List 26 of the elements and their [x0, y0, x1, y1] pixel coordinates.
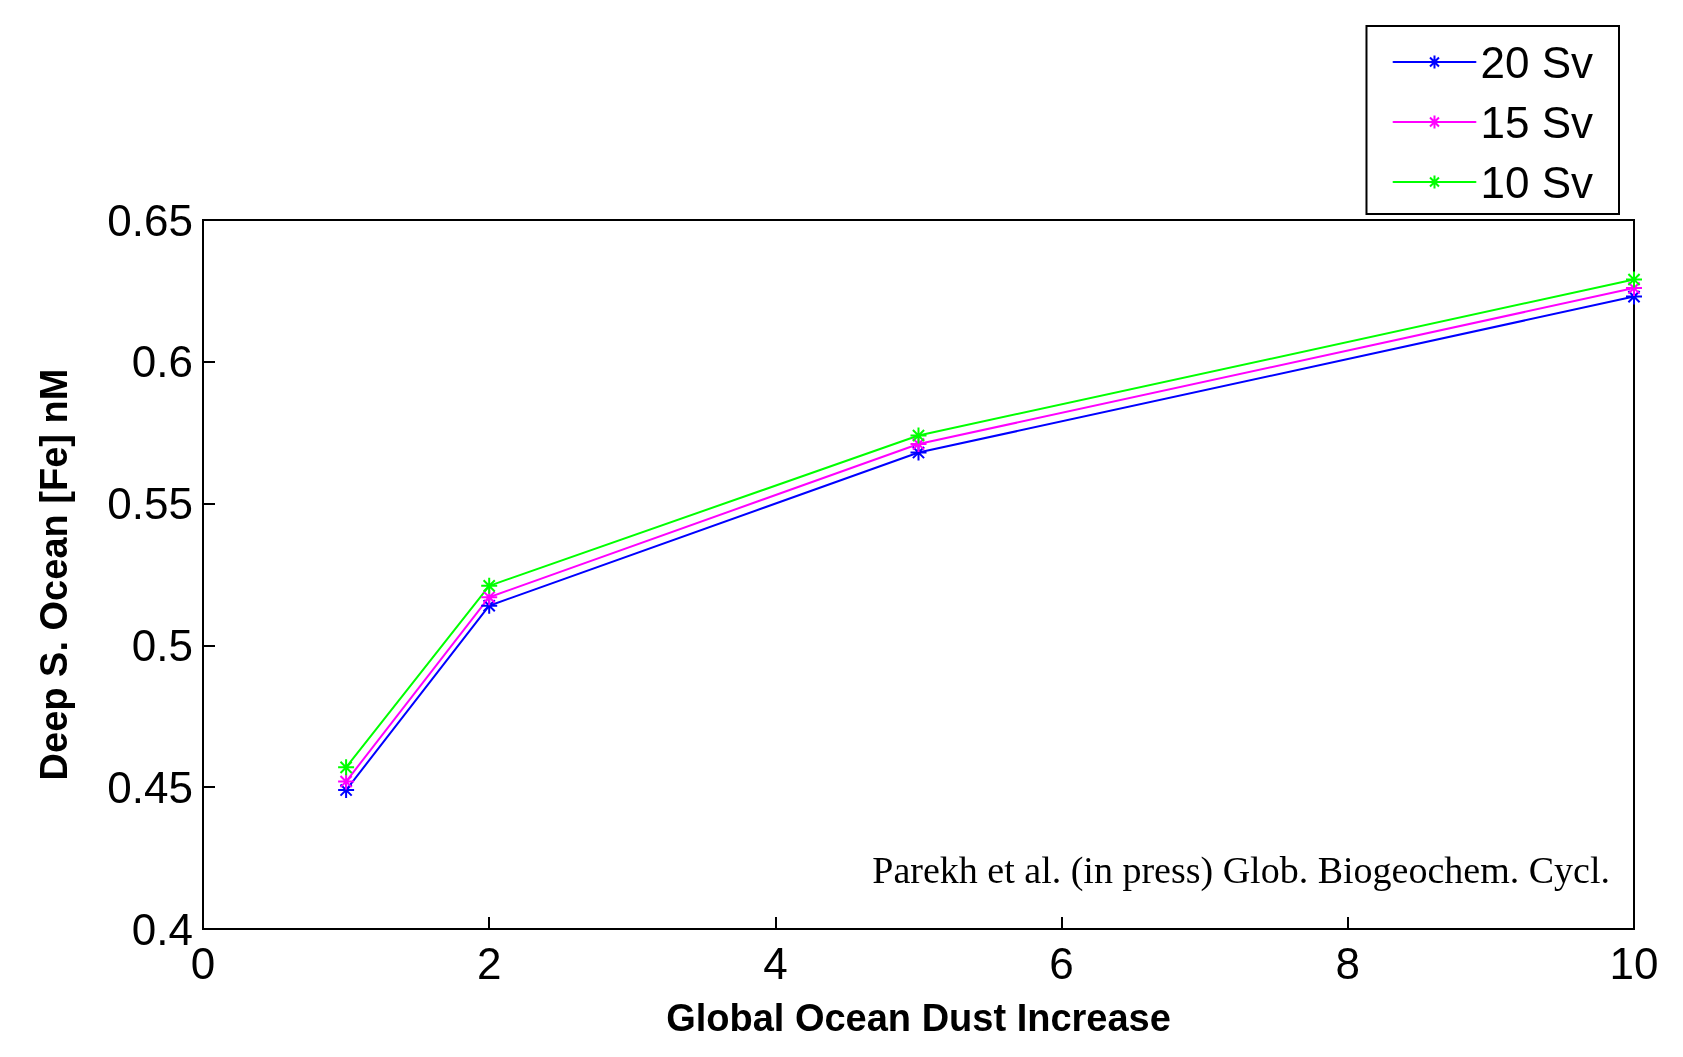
x-tick-label: 8: [1335, 938, 1361, 988]
y-tick-label: 0.4: [131, 904, 193, 954]
x-axis-title: Global Ocean Dust Increase: [666, 997, 1171, 1039]
x-tick-label: 4: [763, 938, 788, 988]
point: [480, 576, 499, 595]
point: [1625, 279, 1643, 298]
annotation: Parekh et al. (in press) Glob. Biogeochem. Cycl.: [872, 849, 1611, 892]
point: [909, 435, 928, 454]
y-tick-label: 0.55: [107, 479, 193, 529]
y-axis-title: Deep S. Ocean [Fe] nM: [33, 368, 75, 781]
x-tick-label: 6: [1049, 938, 1074, 988]
x-tick-label: 2: [476, 938, 502, 988]
legend-label: 15 Sv: [1480, 97, 1593, 147]
y-tick-label: 0.65: [107, 195, 193, 245]
point: [337, 758, 356, 777]
point: [1625, 270, 1643, 289]
x-tick-label: 10: [1609, 938, 1659, 988]
point: [337, 772, 356, 791]
y-tick-label: 0.45: [107, 762, 193, 812]
point: [909, 426, 928, 445]
y-tick-label: 0.5: [131, 620, 193, 670]
point: [337, 781, 356, 800]
x-tick-label: 0: [190, 938, 216, 988]
legend-label: 20 Sv: [1480, 37, 1593, 87]
legend-label: 10 Sv: [1480, 157, 1593, 207]
y-tick-label: 0.6: [131, 337, 193, 387]
